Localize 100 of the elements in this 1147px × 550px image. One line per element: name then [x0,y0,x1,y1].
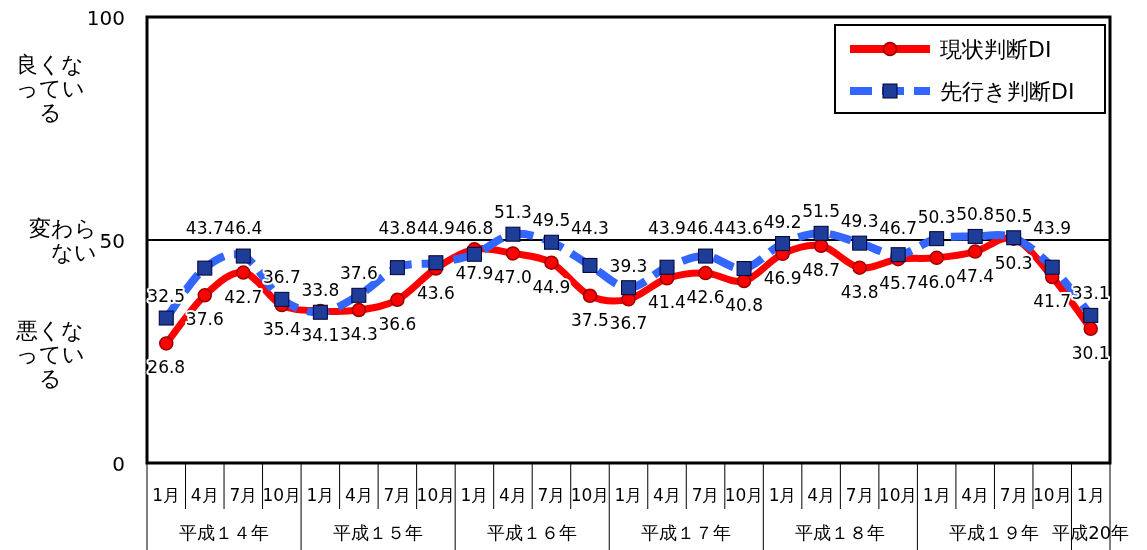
data-label: 30.1 [1071,342,1110,363]
text: 平成１７年 [641,522,732,543]
point [736,273,752,289]
data-label: 44.3 [571,218,609,238]
data-label: 33.8 [301,280,340,301]
x-tick-label: 7月 [691,485,720,505]
x-tick-label: 4月 [499,485,527,505]
data-label: 44.9 [532,276,571,297]
data-label: 47.9 [455,263,494,284]
data-label: 35.4 [262,319,301,340]
point [1083,321,1098,336]
data-label: 46.7 [879,218,918,238]
x-tick-label: 4月 [807,485,836,505]
x-tick-label: 1月 [152,485,181,505]
point [852,260,867,275]
point [159,336,174,351]
point [544,255,559,270]
data-label: 46.0 [917,271,956,292]
data-label: 46.4 [686,218,725,238]
ref-line-label: 変わらない [29,216,97,265]
data-label: 46.4 [224,218,263,238]
data-label: 43.9 [1033,218,1072,238]
text: 悪くなっている [15,318,85,392]
data-label: 50.8 [956,204,995,225]
text: 平成１４年 [179,522,270,543]
data-label: 51.5 [802,201,841,222]
data-label: 41.4 [648,292,686,313]
x-tick-label: 7月 [383,485,412,505]
point [236,265,251,280]
x-tick-label: 1月 [614,485,643,505]
data-label: 50.3 [917,206,956,227]
text: 平成１６年 [487,522,578,543]
data-label: 51.3 [494,202,532,223]
data-label: 47.0 [494,267,532,288]
data-label: 39.3 [609,255,648,276]
x-tick-label: 10月 [262,485,302,505]
data-label: 34.1 [301,324,340,345]
data-label: 34.3 [339,324,378,345]
data-label: 46.9 [763,267,802,288]
data-label: 26.8 [147,357,186,378]
x-tick-label: 10月 [878,485,918,505]
x-tick-label: 10月 [724,485,764,505]
data-label: 50.5 [994,205,1033,226]
data-label: 45.7 [879,273,918,294]
data-label: 44.9 [416,218,455,238]
data-label: 49.2 [763,211,802,232]
point [505,246,521,261]
data-label: 50.3 [994,252,1033,273]
x-tick-label: 4月 [190,485,219,505]
data-label: 49.3 [840,211,879,232]
point [967,244,983,259]
data-label: 37.6 [185,309,224,330]
data-label: 43.6 [725,218,763,238]
x-tick-label: 4月 [344,485,373,505]
data-label: 43.7 [185,218,224,238]
data-label: 46.8 [455,218,494,238]
data-label: 37.6 [339,263,378,284]
point [929,250,944,266]
data-label: 47.4 [956,265,995,286]
point [390,292,405,308]
point [582,288,598,303]
data-label: 48.7 [802,259,841,280]
data-label: 41.7 [1033,291,1072,312]
point [197,288,213,303]
data-label: 43.8 [378,218,417,238]
text: 平成１５年 [333,522,424,543]
legend-label: 現状判断DI [940,37,1052,62]
data-label: 40.8 [725,295,763,316]
x-tick-label: 7月 [999,485,1028,505]
x-tick-label: 1月 [1076,485,1105,505]
x-tick-label: 4月 [653,485,681,505]
data-label: 49.5 [532,210,571,231]
data-label: 36.6 [378,313,417,334]
x-tick-label: 1月 [460,485,489,505]
x-tick-label: 4月 [961,485,990,505]
text: 平成１８年 [795,522,886,543]
text: 良くなっている [15,52,85,125]
data-label: 37.5 [571,309,609,330]
data-label: 42.6 [686,287,725,307]
x-tick-label: 7月 [229,485,258,505]
y-tick-label: 100 [86,6,125,30]
y-tick-label: 50 [99,229,125,253]
legend-label: 先行き判断DI [940,79,1075,104]
x-tick-label: 10月 [416,485,456,505]
x-tick-label: 7月 [537,485,566,505]
point [698,265,713,281]
text: 平成１９年 [949,522,1040,543]
x-tick-label: 1月 [768,485,797,505]
data-label: 42.7 [224,286,263,307]
data-label: 32.5 [147,286,186,307]
data-label: 36.7 [609,313,648,334]
x-tick-label: 1月 [306,485,335,505]
data-label: 43.8 [840,281,879,302]
data-label: 43.9 [648,218,686,238]
data-label: 43.6 [416,282,455,303]
y-tick-label: 0 [112,452,125,476]
x-tick-label: 10月 [1032,485,1072,505]
x-tick-label: 1月 [922,485,951,505]
x-tick-label: 10月 [570,485,610,505]
x-tick-label: 7月 [845,485,874,505]
